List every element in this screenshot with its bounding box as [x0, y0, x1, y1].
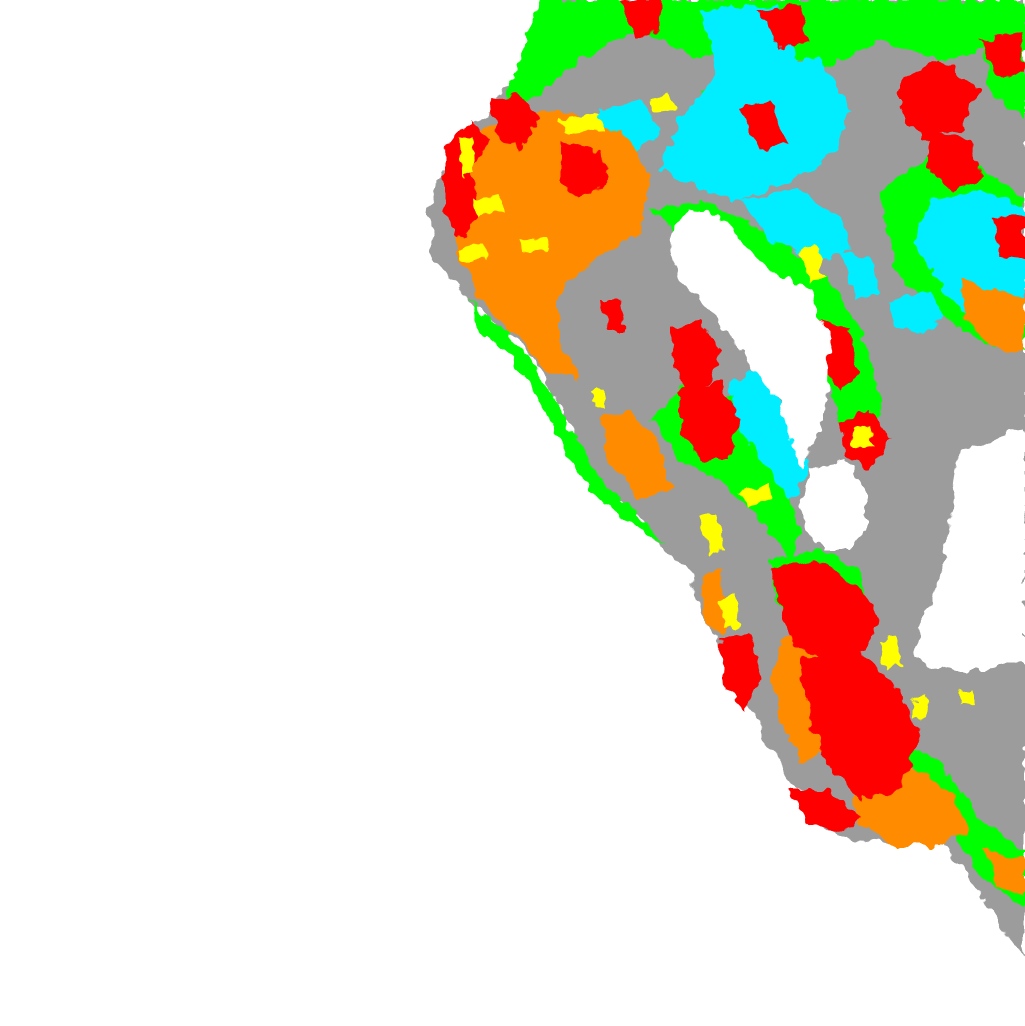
class-yellow-layer — [458, 95, 975, 722]
southern-lake — [800, 460, 865, 550]
water-bodies — [670, 210, 1025, 670]
eastern-gulf — [915, 430, 1025, 670]
class-red-layer — [445, 0, 1025, 835]
northern-lake — [670, 210, 830, 470]
